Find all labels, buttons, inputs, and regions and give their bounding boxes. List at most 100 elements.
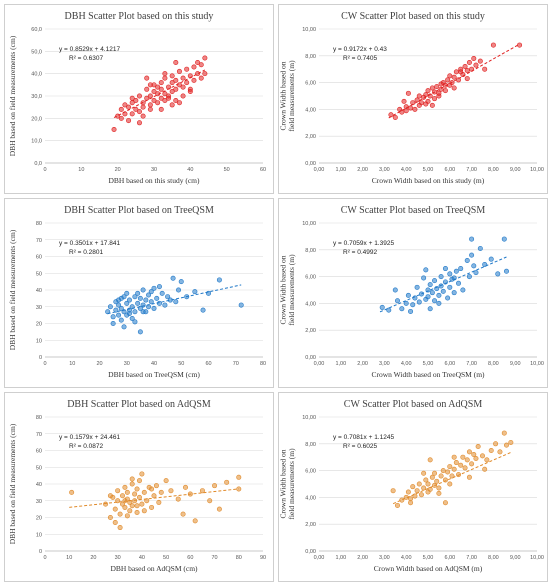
scatter-point (497, 449, 503, 455)
y-tick-label: 70 (36, 238, 42, 244)
scatter-point (445, 295, 451, 301)
scatter-point (236, 474, 242, 480)
scatter-point (132, 294, 138, 300)
scatter-point (127, 499, 133, 505)
scatter-point (112, 506, 118, 512)
scatter-point (394, 502, 400, 508)
y-tick-label: 0,00 (305, 355, 316, 361)
scatter-point (466, 59, 472, 65)
scatter-point (132, 498, 138, 504)
scatter-point (116, 297, 122, 303)
y-tick-label: 4,00 (305, 301, 316, 307)
y-axis-label: DBH based on field measurements (cm) (8, 423, 17, 544)
y-axis-label: Crown Width based onfield measurements (… (279, 254, 296, 326)
scatter-point (140, 302, 146, 308)
chart-title: DBH Scatter Plot based on this study (65, 11, 214, 22)
y-tick-label: 70 (36, 432, 42, 438)
scatter-point (105, 309, 111, 315)
scatter-point (184, 80, 190, 86)
x-tick-label: 20 (115, 167, 121, 173)
scatter-point (144, 75, 150, 81)
scatter-point (464, 457, 470, 463)
scatter-point (438, 473, 444, 479)
scatter-point (466, 449, 472, 455)
scatter-point (156, 300, 162, 306)
scatter-point (466, 474, 472, 480)
scatter-point (158, 95, 164, 101)
scatter-point (170, 275, 176, 281)
x-axis-label: Crown Width based on TreeQSM (m) (371, 370, 485, 379)
scatter-point (453, 268, 459, 274)
scatter-point (200, 307, 206, 313)
scatter-point (438, 283, 444, 289)
scatter-point (173, 77, 179, 83)
chart-panel-dbh-treeqsm: DBH Scatter Plot based on TreeQSM 0 10 20 30… (4, 198, 274, 388)
scatter-point (216, 277, 222, 283)
x-tick-label: 0,00 (314, 361, 325, 367)
x-axis-label: DBH based on this study (cm) (108, 176, 200, 185)
x-tick-label: 9,00 (510, 167, 521, 173)
scatter-point (436, 292, 442, 298)
x-tick-label: 50 (178, 361, 184, 367)
y-axis-label: Crown Width based onfield measurements (… (279, 60, 296, 132)
r-squared-label: R² = 0.6307 (69, 55, 104, 62)
scatter-point (110, 314, 116, 320)
scatter-point (134, 503, 140, 509)
scatter-point (469, 461, 475, 467)
x-tick-label: 5,00 (423, 167, 434, 173)
scatter-point (173, 86, 179, 92)
scatter-point (423, 267, 429, 273)
scatter-point (129, 95, 135, 101)
scatter-point (427, 306, 433, 312)
scatter-point (471, 263, 477, 269)
scatter-point (423, 101, 429, 107)
scatter-point (124, 489, 130, 495)
scatter-point (394, 298, 400, 304)
scatter-point (445, 77, 451, 83)
scatter-point (176, 68, 182, 74)
scatter-point (408, 496, 414, 502)
scatter-point (107, 515, 113, 521)
scatter-point (147, 82, 153, 88)
y-tick-label: 4,00 (305, 495, 316, 501)
scatter-point (451, 454, 457, 460)
chart-panel-cw-treeqsm: CW Scatter Plot based on TreeQSM 0,00 2,00… (278, 198, 548, 388)
scatter-point (460, 287, 466, 293)
chart-title: DBH Scatter Plot based on TreeQSM (64, 205, 214, 216)
chart-svg: DBH Scatter Plot based on this study 0,0 1… (8, 11, 266, 185)
scatter-point (445, 469, 451, 475)
y-tick-label: 30 (36, 499, 42, 505)
scatter-point (471, 452, 477, 458)
scatter-point (473, 456, 479, 462)
scatter-point (458, 69, 464, 75)
scatter-point (159, 290, 165, 296)
scatter-point (146, 292, 152, 298)
y-axis-label: DBH based on field measurements (cm) (8, 35, 17, 156)
scatter-point (224, 479, 230, 485)
x-tick-label: 9,00 (510, 555, 521, 561)
y-tick-label: 30 (36, 305, 42, 311)
scatter-point (121, 324, 127, 330)
scatter-point (147, 102, 153, 108)
chart-title: DBH Scatter Plot based on AdQSM (67, 399, 211, 410)
scatter-point (156, 284, 162, 290)
scatter-point (162, 71, 168, 77)
x-tick-label: 7,00 (466, 361, 477, 367)
scatter-point (154, 295, 160, 301)
scatter-point (469, 252, 475, 258)
scatter-point (136, 478, 142, 484)
x-axis-label: Crown Width based on this study (m) (372, 176, 485, 185)
scatter-point (392, 287, 398, 293)
x-tick-label: 7,00 (466, 555, 477, 561)
scatter-point (153, 483, 159, 489)
scatter-point (122, 504, 128, 510)
y-tick-label: 10,00 (302, 221, 316, 227)
scatter-point (429, 102, 435, 108)
scatter-point (456, 280, 462, 286)
scatter-point (187, 89, 193, 95)
chart-svg: CW Scatter Plot based on TreeQSM 0,00 2,00… (279, 205, 544, 379)
scatter-point (134, 486, 140, 492)
scatter-point (191, 77, 197, 83)
scatter-point (473, 270, 479, 276)
scatter-point (155, 100, 161, 106)
